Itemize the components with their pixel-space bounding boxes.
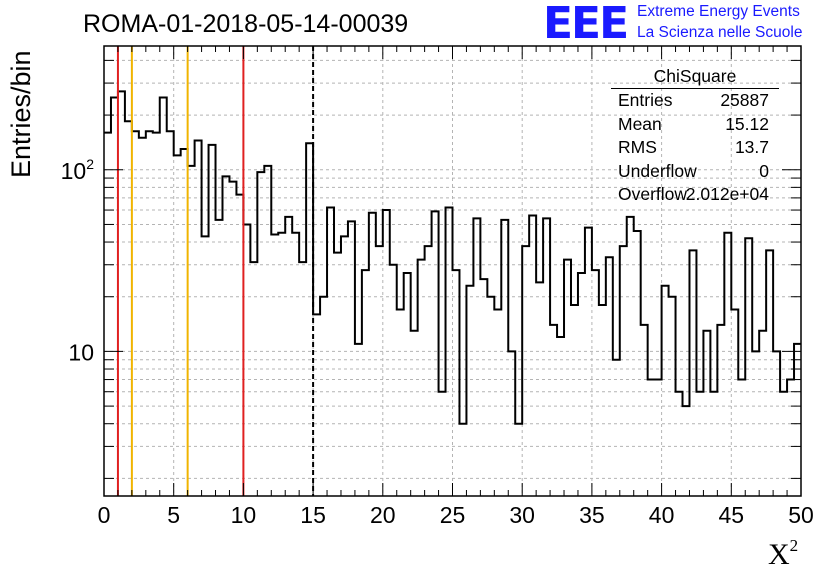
x-tick-label: 45	[719, 502, 745, 528]
y-axis-label: Entries/bin	[6, 50, 36, 178]
x-tick-label: 0	[98, 502, 111, 528]
x-tick-label: 25	[440, 502, 466, 528]
stats-row-mean: Mean 15.12	[611, 113, 779, 137]
x-tick-label: 40	[649, 502, 675, 528]
stats-box: ChiSquare Entries 25887 Mean 15.12 RMS 1…	[611, 66, 779, 207]
stats-row-rms: RMS 13.7	[611, 136, 779, 160]
x-tick-label: 50	[788, 502, 814, 528]
stats-label: Mean	[618, 113, 662, 134]
stats-value: 0	[759, 160, 769, 181]
logo-line-1: Extreme Energy Events	[637, 3, 800, 20]
x-tick-label: 35	[579, 502, 605, 528]
stats-row-entries: Entries 25887	[611, 89, 779, 113]
histogram-series	[104, 90, 801, 425]
x-tick-label: 20	[370, 502, 396, 528]
stats-row-overflow: Overflow 2.012e+04	[611, 183, 779, 207]
x-tick-label: 30	[509, 502, 535, 528]
histogram-line	[104, 90, 801, 425]
stats-title: ChiSquare	[611, 66, 779, 89]
run-title: ROMA-01-2018-05-14-00039	[83, 10, 409, 38]
stats-value: 15.12	[725, 113, 769, 134]
stats-value: 2.012e+04	[685, 184, 769, 204]
y-tick-labels: 10 102	[61, 156, 95, 366]
logo-line-2: La Scienza nelle Scuole	[637, 24, 803, 41]
stats-value: 13.7	[734, 137, 769, 157]
stats-label: Overflow	[618, 184, 688, 204]
x-tick-label: 10	[231, 502, 257, 528]
stats-label: RMS	[618, 137, 657, 157]
y-tick-label: 102	[61, 156, 95, 184]
eee-logo: EEE	[543, 0, 629, 49]
x-tick-labels: 0 5 10 15 20 25 30 35 40 45 50	[98, 502, 814, 528]
stats-value: 25887	[720, 90, 769, 110]
stats-row-underflow: Underflow 0	[611, 160, 779, 184]
stats-label: Underflow	[618, 160, 697, 181]
axis-ticks	[103, 46, 802, 496]
x-tick-label: 5	[167, 502, 180, 528]
x-axis-label: X2	[768, 536, 799, 571]
stats-label: Entries	[618, 90, 673, 110]
threshold-lines	[116, 46, 315, 496]
x-tick-label: 15	[300, 502, 326, 528]
y-tick-label: 10	[68, 339, 94, 365]
